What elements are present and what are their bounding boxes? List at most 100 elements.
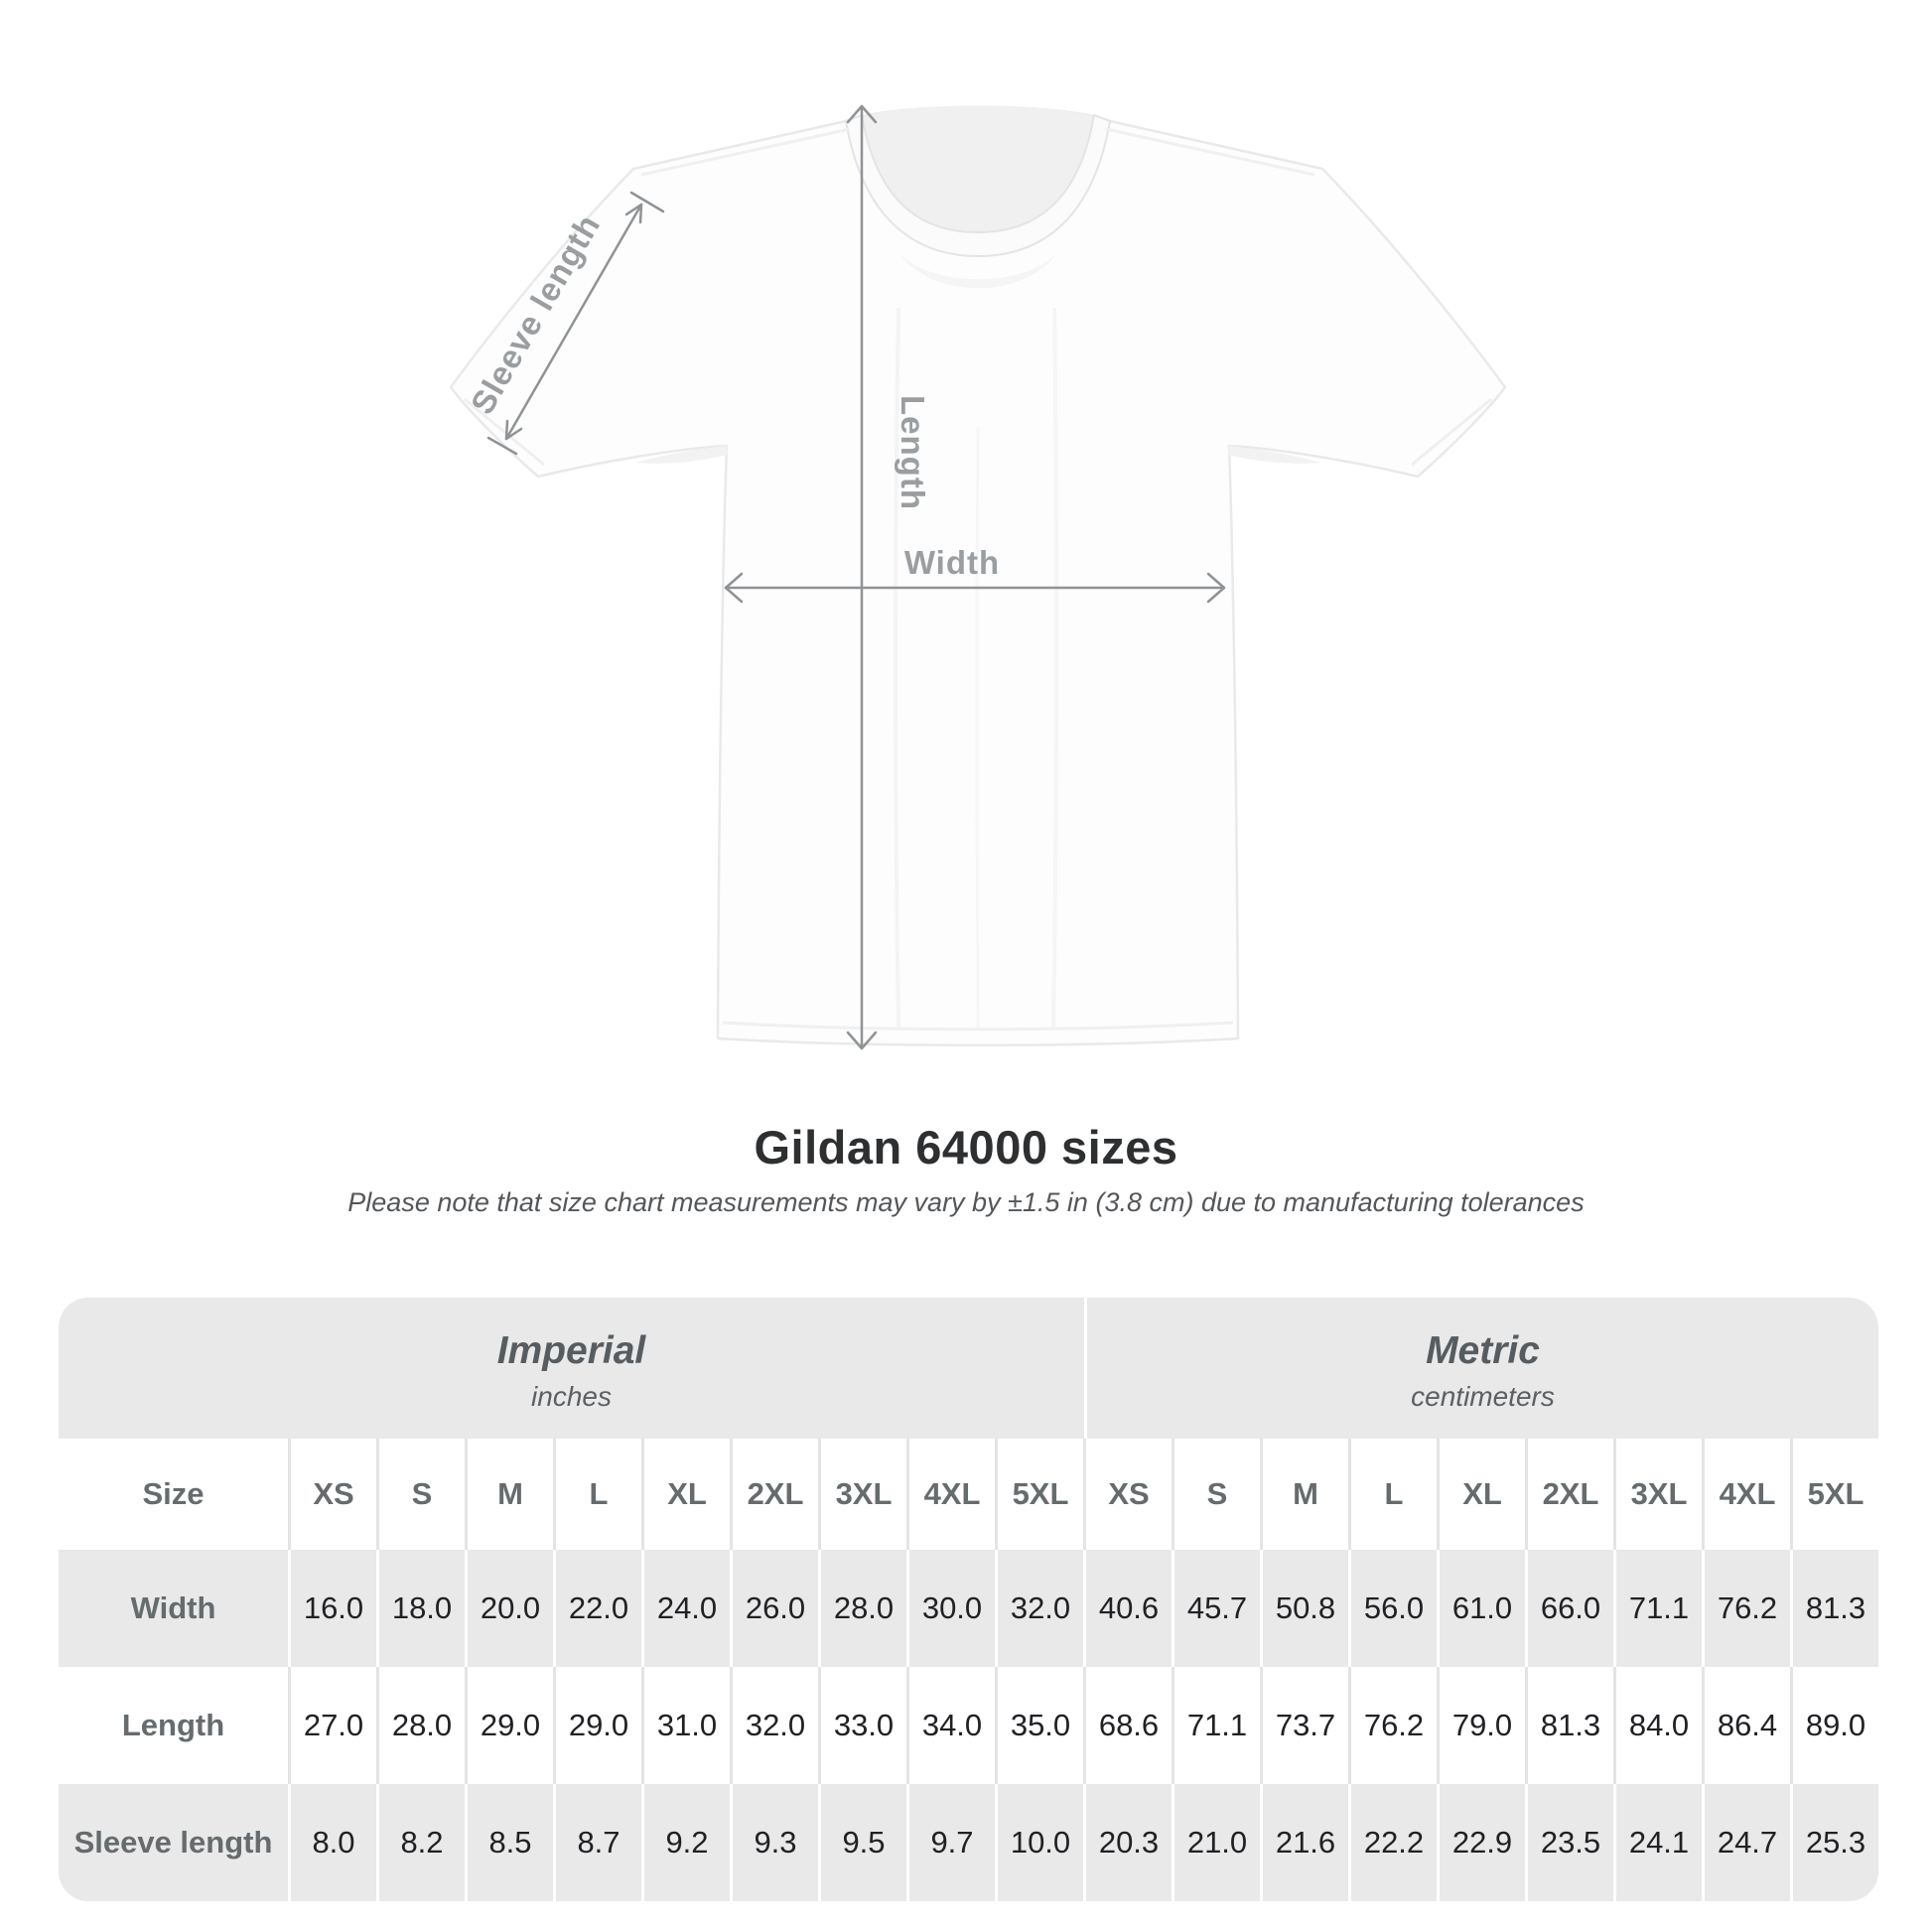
size-col-header: L (1348, 1439, 1437, 1550)
measurement-value: 79.0 (1437, 1667, 1525, 1784)
measurement-value: 30.0 (906, 1550, 995, 1667)
measurement-value: 50.8 (1260, 1550, 1348, 1667)
size-col-header: M (1260, 1439, 1348, 1550)
measurement-value: 89.0 (1790, 1667, 1878, 1784)
measurement-value: 9.7 (906, 1784, 995, 1901)
measurement-value: 81.3 (1790, 1550, 1878, 1667)
measurement-value: 40.6 (1083, 1550, 1172, 1667)
measurement-row-width: Width 16.0 18.0 20.0 22.0 24.0 26.0 28.0 30.0 32.… (59, 1550, 1878, 1667)
metric-header-unit: centimeters (1411, 1381, 1555, 1413)
size-col-header: S (1172, 1439, 1260, 1550)
measurement-rows: Width 16.0 18.0 20.0 22.0 24.0 26.0 28.0 30.0 32.… (59, 1550, 1878, 1901)
size-col-header: 3XL (1613, 1439, 1702, 1550)
measurement-value: 16.0 (288, 1550, 376, 1667)
measurement-value: 32.0 (995, 1550, 1083, 1667)
size-col-header: XL (1437, 1439, 1525, 1550)
measurement-value: 73.7 (1260, 1667, 1348, 1784)
imperial-header: Imperial inches (59, 1298, 1084, 1439)
row-label: Sleeve length (59, 1784, 288, 1901)
length-arrow (846, 104, 878, 1050)
measurement-value: 32.0 (730, 1667, 818, 1784)
unit-header-row: Imperial inches Metric centimeters (59, 1298, 1878, 1439)
measurement-value: 8.7 (553, 1784, 641, 1901)
page-title: Gildan 64000 sizes (754, 1121, 1178, 1173)
measurement-value: 45.7 (1172, 1550, 1260, 1667)
measurement-value: 23.5 (1525, 1784, 1613, 1901)
sleeve-length-arrow (486, 191, 665, 456)
size-col-header: 2XL (730, 1439, 818, 1550)
measurement-value: 71.1 (1613, 1550, 1702, 1667)
measurement-value: 33.0 (818, 1667, 906, 1784)
tshirt-image (449, 105, 1507, 1046)
measurement-value: 28.0 (376, 1667, 465, 1784)
measurement-value: 28.0 (818, 1550, 906, 1667)
width-label: Width (904, 544, 1000, 581)
measurement-value: 20.3 (1083, 1784, 1172, 1901)
size-col-header: 5XL (1790, 1439, 1878, 1550)
measurement-value: 34.0 (906, 1667, 995, 1784)
measurement-value: 22.9 (1437, 1784, 1525, 1901)
width-arrow (724, 572, 1226, 604)
measurement-value: 86.4 (1702, 1667, 1790, 1784)
size-row-label: Size (142, 1476, 205, 1511)
size-col-header: 4XL (906, 1439, 995, 1550)
measurement-value: 27.0 (288, 1667, 376, 1784)
row-label: Width (59, 1550, 288, 1667)
size-col-header: 2XL (1525, 1439, 1613, 1550)
measurement-value: 18.0 (376, 1550, 465, 1667)
metric-header-title: Metric (1426, 1328, 1540, 1372)
size-header-row: Size XS S M L XL 2XL 3XL 4XL 5XL XS S M L XL 2XL 3XL 4XL… (59, 1439, 1878, 1550)
measurement-annotations (486, 104, 1226, 1050)
row-label: Length (59, 1667, 288, 1784)
measurement-value: 20.0 (465, 1550, 553, 1667)
measurement-value: 71.1 (1172, 1667, 1260, 1784)
measurement-value: 76.2 (1702, 1550, 1790, 1667)
measurement-value: 8.2 (376, 1784, 465, 1901)
measurement-value: 9.2 (641, 1784, 730, 1901)
tshirt-diagram: Sleeve length Length Width (449, 104, 1507, 1050)
measurement-value: 84.0 (1613, 1667, 1702, 1784)
size-col-header: 5XL (995, 1439, 1083, 1550)
measurement-value: 10.0 (995, 1784, 1083, 1901)
imperial-header-unit: inches (531, 1381, 612, 1413)
measurement-value: 21.6 (1260, 1784, 1348, 1901)
measurement-value: 35.0 (995, 1667, 1083, 1784)
measurement-value: 26.0 (730, 1550, 818, 1667)
measurement-value: 9.5 (818, 1784, 906, 1901)
measurement-value: 81.3 (1525, 1667, 1613, 1784)
size-col-header: 3XL (818, 1439, 906, 1550)
measurement-row-length: Length 27.0 28.0 29.0 29.0 31.0 32.0 33.0 34.0 35… (59, 1667, 1878, 1784)
measurement-value: 21.0 (1172, 1784, 1260, 1901)
measurement-value: 68.6 (1083, 1667, 1172, 1784)
size-col-header: M (465, 1439, 553, 1550)
measurement-value: 8.0 (288, 1784, 376, 1901)
measurement-value: 29.0 (553, 1667, 641, 1784)
size-col-header: L (553, 1439, 641, 1550)
size-col-header: XL (641, 1439, 730, 1550)
measurement-value: 8.5 (465, 1784, 553, 1901)
measurement-value: 29.0 (465, 1667, 553, 1784)
size-col-header: XS (288, 1439, 376, 1550)
measurement-value: 22.2 (1348, 1784, 1437, 1901)
measurement-value: 24.0 (641, 1550, 730, 1667)
measurement-value: 31.0 (641, 1667, 730, 1784)
length-label: Length (895, 395, 931, 510)
size-col-header: 4XL (1702, 1439, 1790, 1550)
measurement-value: 25.3 (1790, 1784, 1878, 1901)
metric-header: Metric centimeters (1084, 1298, 1878, 1439)
measurement-row-sleeve-length: Sleeve length 8.0 8.2 8.5 8.7 9.2 9.3 9.5 9.7 10.… (59, 1784, 1878, 1901)
size-table: Imperial inches Metric centimeters Size … (59, 1298, 1878, 1901)
measurement-value: 61.0 (1437, 1550, 1525, 1667)
measurement-value: 24.1 (1613, 1784, 1702, 1901)
measurement-value: 24.7 (1702, 1784, 1790, 1901)
tolerance-note: Please note that size chart measurements… (347, 1187, 1585, 1217)
size-col-header: XS (1083, 1439, 1172, 1550)
measurement-value: 22.0 (553, 1550, 641, 1667)
measurement-value: 56.0 (1348, 1550, 1437, 1667)
measurement-value: 66.0 (1525, 1550, 1613, 1667)
measurement-value: 9.3 (730, 1784, 818, 1901)
imperial-header-title: Imperial (496, 1328, 646, 1372)
measurement-value: 76.2 (1348, 1667, 1437, 1784)
size-col-header: S (376, 1439, 465, 1550)
